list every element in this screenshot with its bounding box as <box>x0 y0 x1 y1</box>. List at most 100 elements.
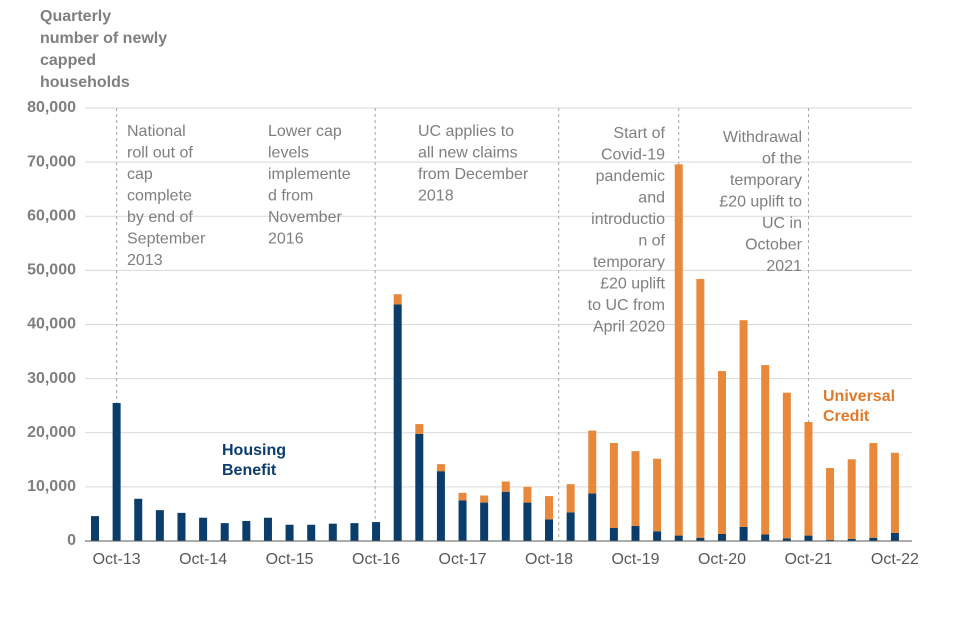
bar-segment <box>782 392 791 539</box>
bar-segment <box>566 512 575 541</box>
x-tick-label: Oct-14 <box>179 551 227 568</box>
annotation: temporary <box>730 172 802 189</box>
annotation: October <box>745 237 803 254</box>
bar-segment <box>242 520 251 541</box>
bar-segment <box>653 458 662 532</box>
y-tick-label: 20,000 <box>27 424 76 441</box>
y-tick-label: 30,000 <box>27 370 76 387</box>
annotation: roll out of <box>127 145 193 162</box>
bar-segment <box>804 421 813 536</box>
annotation: September <box>127 231 206 248</box>
x-tick-label: Oct-19 <box>611 551 659 568</box>
bar-segment <box>609 528 618 541</box>
annotation: Lower cap <box>268 123 342 140</box>
series-label: Housing Benefit <box>222 442 286 479</box>
bar-segment <box>761 365 770 535</box>
bar-segment <box>501 481 510 492</box>
bar-segment <box>545 519 554 541</box>
bar-segment <box>588 493 597 541</box>
y-tick-label: 10,000 <box>27 478 76 495</box>
bar-segment <box>523 502 532 541</box>
bar-segment <box>717 533 726 541</box>
annotation: Withdrawal <box>723 129 802 146</box>
bar-segment <box>588 430 597 494</box>
x-tick-label: Oct-13 <box>93 551 141 568</box>
bar-segment <box>91 516 99 541</box>
annotation: National <box>127 123 186 140</box>
x-tick-label: Oct-17 <box>439 551 487 568</box>
y-axis-title: Quarterly <box>40 8 111 25</box>
bar-segment <box>285 524 294 541</box>
bar-segment <box>717 371 726 534</box>
bar-segment <box>372 522 381 541</box>
bar-segment <box>847 459 856 539</box>
bar-segment <box>869 537 878 541</box>
bar-segment <box>739 320 748 527</box>
annotation: and <box>638 190 665 207</box>
x-tick-label: Oct-21 <box>784 551 832 568</box>
annotation: 2013 <box>127 252 163 269</box>
annotation: £20 uplift <box>600 276 665 293</box>
annotation: complete <box>127 188 192 205</box>
y-tick-label: 40,000 <box>27 316 76 333</box>
annotation: by end of <box>127 209 193 226</box>
annotation: pandemic <box>596 168 665 185</box>
bar-segment <box>609 443 618 529</box>
bar-segment <box>393 294 402 305</box>
bar-segment <box>263 517 272 541</box>
bar-segment <box>307 524 316 541</box>
bar-segment <box>415 424 424 434</box>
bar-segment <box>220 523 229 541</box>
bar-segment <box>826 467 835 540</box>
bar-segment <box>890 532 899 541</box>
y-tick-label: 60,000 <box>27 207 76 224</box>
y-axis-title: capped <box>40 52 96 69</box>
annotation: April 2020 <box>593 319 665 336</box>
bar-segment <box>566 484 575 513</box>
bar-segment <box>869 443 878 538</box>
annotation: 2016 <box>268 231 304 248</box>
bar-segment <box>328 523 337 541</box>
bar-segment <box>631 451 640 526</box>
bar-segment <box>393 304 402 541</box>
y-axis-title: households <box>40 74 130 91</box>
y-tick-label: 50,000 <box>27 262 76 279</box>
bar-segment <box>350 523 359 541</box>
annotation: 2018 <box>418 188 454 205</box>
annotation: cap <box>127 166 153 183</box>
bar-segment <box>458 492 467 501</box>
bar-segment <box>761 534 770 541</box>
bar-segment <box>739 526 748 541</box>
annotation: temporary <box>593 254 665 271</box>
annotation: of the <box>762 151 802 168</box>
annotation: implemente <box>268 166 351 183</box>
x-tick-label: Oct-16 <box>352 551 400 568</box>
series-label: Universal Credit <box>823 388 896 425</box>
bar-segment <box>674 535 683 541</box>
annotation: November <box>268 209 342 226</box>
y-axis-title: number of newly <box>40 30 167 47</box>
annotation: to UC from <box>588 297 665 314</box>
bar-segment <box>847 538 856 541</box>
y-tick-label: 80,000 <box>27 99 76 116</box>
bar-segment <box>501 491 510 541</box>
bar-segment <box>653 531 662 541</box>
x-tick-label: Oct-18 <box>525 551 573 568</box>
y-tick-label: 70,000 <box>27 153 76 170</box>
bar-segment <box>782 538 791 541</box>
bar-segment <box>804 535 813 541</box>
annotation: introductio <box>591 211 665 228</box>
annotation: UC applies to <box>418 123 514 140</box>
bar-segment <box>523 486 532 503</box>
annotation: Start of <box>613 125 665 142</box>
bar-segment <box>631 525 640 541</box>
bar-segment <box>458 500 467 541</box>
annotation: UC in <box>762 215 802 232</box>
bar-segment <box>480 502 489 541</box>
x-tick-label: Oct-20 <box>698 551 746 568</box>
bar-segment <box>436 471 445 541</box>
bar-segment <box>177 512 186 541</box>
bar-segment <box>134 498 143 541</box>
